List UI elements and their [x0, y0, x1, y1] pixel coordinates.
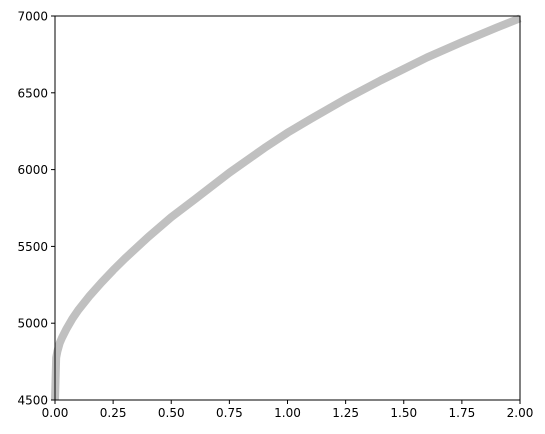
plot-area: [51, 14, 522, 401]
x-tick-label: 0.50: [158, 406, 185, 420]
series-layer: [51, 14, 522, 401]
series-line-0: [51, 14, 522, 401]
y-tick-label: 5500: [17, 240, 48, 254]
y-tick-label: 6500: [17, 86, 48, 100]
y-tick-label: 6000: [17, 163, 48, 177]
x-tick-label: 1.25: [332, 406, 359, 420]
x-tick-label: 0.25: [100, 406, 127, 420]
x-tick-label: 1.75: [449, 406, 476, 420]
x-tick-label: 0.00: [42, 406, 69, 420]
x-tick-label: 1.00: [274, 406, 301, 420]
y-tick-label: 4500: [17, 394, 48, 408]
x-tick-label: 1.50: [390, 406, 417, 420]
y-tick-label: 5000: [17, 317, 48, 331]
x-tick-label: 0.75: [216, 406, 243, 420]
y-tick-label: 7000: [17, 10, 48, 24]
x-axis: 0.00 0.25 0.50 0.75 1.00 1.25 1.50 1.75 2.00: [42, 400, 534, 420]
axes-frame: [54, 15, 521, 401]
y-axis: 4500 5000 5500 6000 6500 7000: [17, 10, 55, 408]
x-tick-label: 2.00: [507, 406, 534, 420]
